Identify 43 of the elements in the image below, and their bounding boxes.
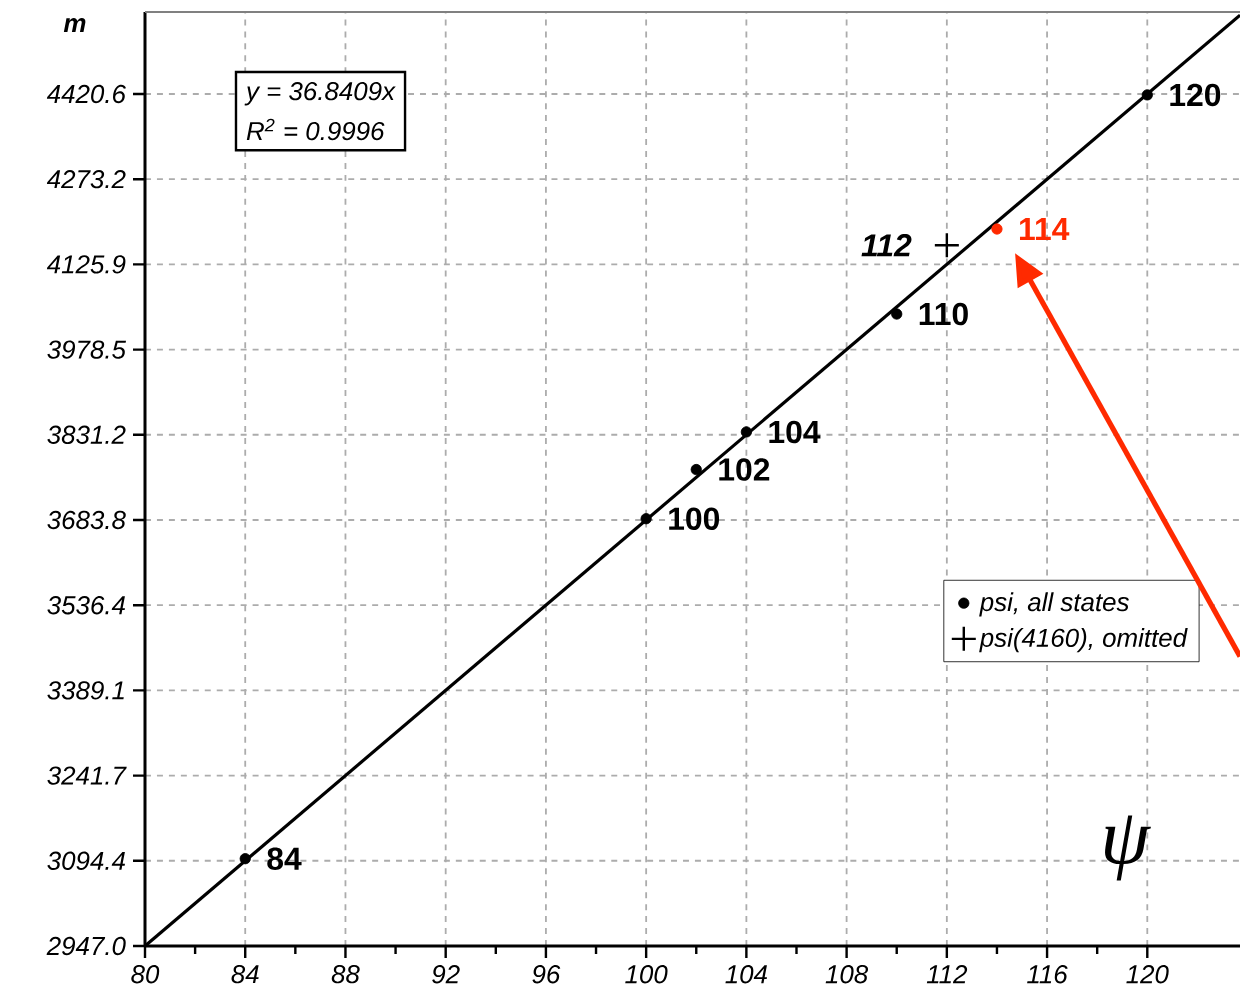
y-tick-label: 3683.8 — [47, 510, 126, 530]
y-tick-label: 4273.2 — [46, 170, 126, 189]
annotation: R$^{2}$ = 0.9996 — [246, 118, 385, 141]
y-tick-label: 2947.0 — [46, 936, 126, 956]
annotation: 120 — [1170, 83, 1221, 107]
point — [991, 223, 1003, 235]
point — [690, 463, 702, 476]
y-tick-label: 3241.7 — [47, 766, 127, 785]
y-tick-label: 3389.1 — [47, 681, 124, 700]
legend-label: psi, all states — [979, 592, 1129, 617]
x-tick-label: 80 — [131, 965, 160, 984]
annotation: y = 36.8409x — [244, 82, 396, 106]
y-tick-label: 4420.6 — [46, 84, 126, 104]
point — [640, 513, 652, 525]
x-tick-label: 108 — [825, 965, 869, 984]
annotation: 110 — [919, 302, 968, 326]
x-tick-label: 104 — [725, 965, 768, 984]
y-tick-label: 3094.4 — [47, 851, 125, 870]
annotation: 100 — [669, 507, 720, 530]
point — [1141, 89, 1153, 101]
y-tick-label: 4125.9 — [46, 255, 126, 274]
y-axis-title: m — [63, 18, 86, 33]
legend-label: psi(4160), omitted — [979, 627, 1188, 653]
x-tick-label: 100 — [625, 965, 668, 984]
x-tick-label: 112 — [926, 965, 968, 984]
x-tick-label: 84 — [231, 965, 259, 984]
y-tick-label: 3536.4 — [47, 596, 125, 615]
annotation: 84 — [267, 847, 302, 870]
x-tick-label: 88 — [331, 965, 360, 984]
annotation: 104 — [769, 420, 821, 444]
x-tick-label: 120 — [1126, 965, 1169, 984]
annotation: ψ — [1105, 815, 1151, 881]
x-tick-label: 96 — [532, 965, 561, 984]
point — [740, 426, 752, 438]
point — [239, 853, 251, 865]
annotation: 102 — [719, 458, 770, 481]
point — [891, 308, 903, 320]
x-tick-label: 92 — [432, 965, 460, 984]
y-tick-label: 3831.2 — [47, 425, 126, 444]
annotation: 114 — [1019, 218, 1070, 241]
y-tick-label: 3978.5 — [47, 340, 127, 359]
x-tick-label: 116 — [1027, 965, 1068, 984]
annotation: 112 — [861, 234, 912, 257]
